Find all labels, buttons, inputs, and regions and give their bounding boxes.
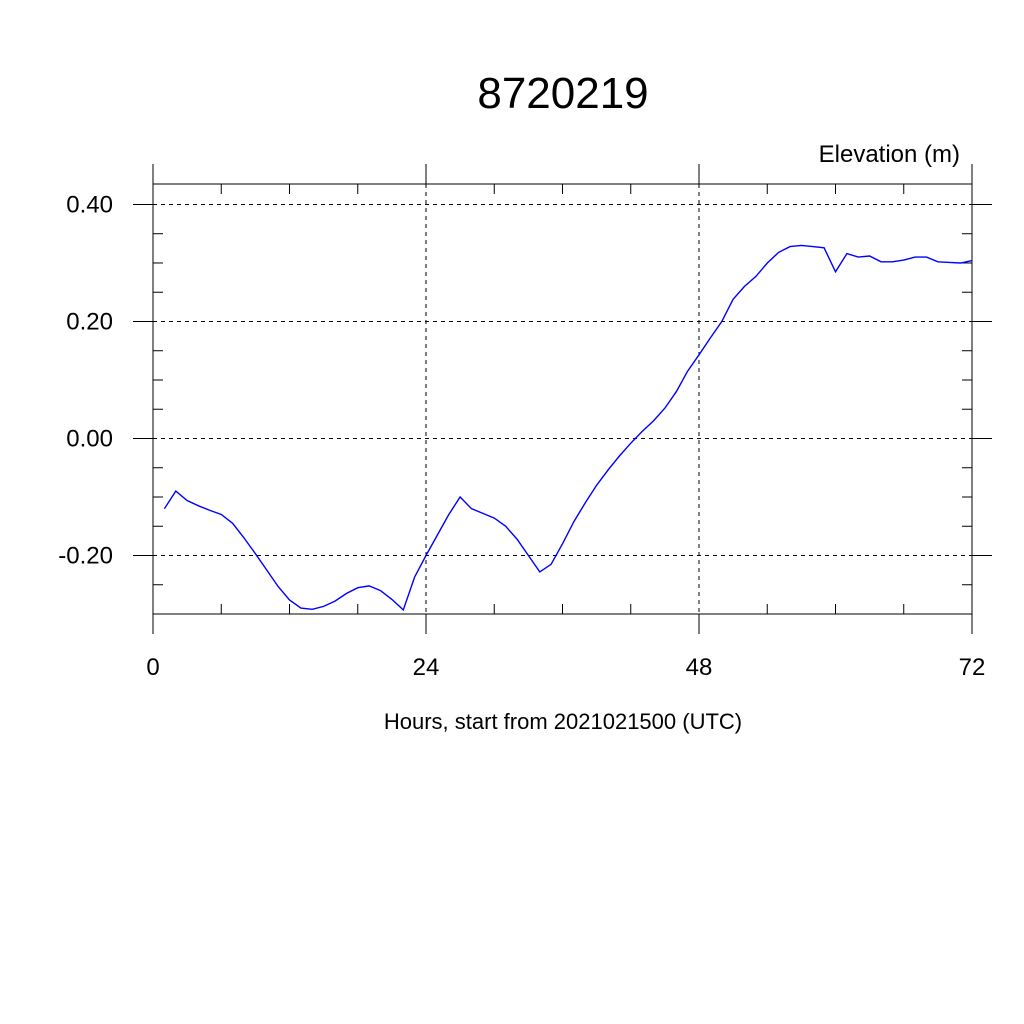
x-axis-label: Hours, start from 2021021500 (UTC) bbox=[384, 709, 742, 734]
y-tick-label: -0.20 bbox=[58, 542, 113, 569]
y-tick-label: 0.00 bbox=[66, 425, 113, 452]
elevation-series-line bbox=[163, 244, 973, 612]
x-tick-label: 48 bbox=[686, 654, 713, 681]
y-tick-label: 0.40 bbox=[66, 191, 113, 218]
plot-area: 0 24 48 72 0.40 0.20 0.00 -0.20 bbox=[58, 164, 992, 681]
y-tick-label: 0.20 bbox=[66, 308, 113, 335]
x-tick-label: 72 bbox=[959, 654, 986, 681]
chart-title: 8720219 bbox=[477, 69, 648, 118]
x-tick-label: 0 bbox=[146, 654, 159, 681]
x-tick-label: 24 bbox=[413, 654, 440, 681]
plot-frame bbox=[152, 183, 973, 615]
y-axis-label: Elevation (m) bbox=[819, 141, 960, 168]
